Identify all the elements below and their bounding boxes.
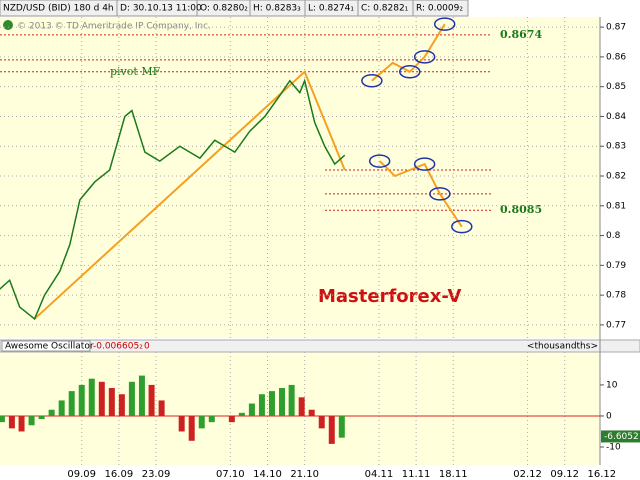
- x-tick-label: 09.12: [550, 469, 579, 480]
- readout: D: 30.10.13 11:00: [120, 4, 202, 14]
- copyright: © 2013 © TD Ameritrade IP Company, Inc.: [17, 22, 211, 32]
- oscillator-bar: [0, 415, 5, 423]
- target-marker: [413, 50, 436, 64]
- y-tick-label: 0.81: [606, 201, 626, 211]
- y-tick-label: 0.84: [606, 112, 626, 122]
- oscillator-bar: [58, 400, 65, 416]
- oscillator-bar: [298, 397, 305, 416]
- readout: L: 0.8274₁: [308, 4, 354, 14]
- x-tick-label: 04.11: [365, 469, 394, 480]
- x-tick-label: 21.10: [290, 469, 319, 480]
- indicator-title: Awesome Oscillator: [5, 342, 94, 352]
- x-tick-label: 11.11: [402, 469, 431, 480]
- y-tick-label: 0.85: [606, 82, 626, 92]
- oscillator-bar: [148, 384, 155, 416]
- last-value-box: [601, 430, 640, 443]
- oscillator-bar: [8, 415, 15, 429]
- oscillator-bar: [258, 394, 265, 416]
- annotation: Masterforex-V: [318, 286, 462, 307]
- x-tick-label: 16.09: [105, 469, 134, 480]
- x-tick-label: 23.09: [142, 469, 171, 480]
- oscillator-bar: [308, 409, 315, 416]
- price-line: [0, 78, 346, 321]
- target-marker: [413, 157, 436, 171]
- x-tick-label: 16.12: [588, 469, 617, 480]
- y-tick-label: 0.87: [606, 23, 626, 33]
- y-tick-label: 10: [606, 380, 618, 390]
- last-value-label: -6.6052: [604, 432, 639, 442]
- y-tick-label: 0: [606, 411, 612, 421]
- oscillator-bar: [248, 403, 255, 416]
- target-marker: [368, 154, 391, 168]
- x-tick-label: 14.10: [253, 469, 282, 480]
- readout: H: 0.8283₃: [253, 4, 301, 14]
- projection-line: [378, 160, 463, 228]
- oscillator-bar: [88, 378, 95, 416]
- oscillator-bar: [328, 415, 335, 444]
- target-marker: [399, 65, 421, 79]
- oscillator-bar: [178, 415, 185, 432]
- unit-label: <thousandths>: [527, 342, 598, 352]
- readout: O: 0.8280₂: [200, 4, 248, 14]
- y-tick-label: -10: [606, 442, 621, 452]
- readout: R: 0.0009₂: [416, 4, 463, 14]
- x-tick-label: 07.10: [216, 469, 245, 480]
- info-icon[interactable]: [3, 20, 13, 30]
- oscillator-bar: [48, 409, 55, 416]
- oscillator-bar: [288, 384, 295, 416]
- oscillator-header: [0, 339, 640, 353]
- oscillator-bar: [118, 394, 125, 416]
- oscillator-bar: [188, 415, 195, 441]
- indicator-box[interactable]: [1, 340, 91, 352]
- annotation: pivot MF: [110, 65, 161, 78]
- oscillator-bar: [18, 415, 25, 432]
- target-marker: [429, 187, 451, 201]
- x-tick-label: 02.12: [513, 469, 542, 480]
- trend-line: [33, 70, 346, 320]
- y-tick-label: 0.8: [606, 231, 621, 241]
- oscillator-bar: [268, 391, 275, 416]
- oscillator-bar: [138, 375, 145, 416]
- target-marker: [361, 73, 383, 88]
- oscillator-bar: [158, 400, 165, 416]
- toolbar: NZD/USD (BID) 180 d 4h D: 30.10.13 11:00…: [0, 0, 469, 17]
- oscillator-bar: [198, 415, 205, 429]
- oscillator-bar: [108, 388, 115, 416]
- price-panel: [0, 17, 600, 338]
- y-tick-label: 0.86: [606, 52, 626, 62]
- y-tick-label: 0.78: [606, 291, 626, 301]
- toolbar-cell: [412, 0, 469, 17]
- readout: C: 0.8282₁: [361, 4, 409, 14]
- oscillator-bar: [38, 415, 45, 420]
- target-marker: [451, 219, 473, 234]
- oscillator-bar: [28, 415, 35, 426]
- indicator-readout: 0: [144, 342, 150, 352]
- oscillator-bar: [238, 412, 245, 416]
- oscillator-bar: [228, 415, 235, 423]
- oscillator-bar: [278, 388, 285, 416]
- level-label: 0.8674: [500, 28, 542, 41]
- target-marker: [433, 17, 456, 31]
- projection-line: [371, 23, 446, 82]
- x-tick-label: 18.11: [439, 469, 468, 480]
- symbol: NZD/USD (BID) 180 d 4h: [3, 4, 114, 14]
- oscillator-bar: [208, 415, 215, 423]
- oscillator-bar: [128, 381, 135, 416]
- y-tick-label: 0.82: [606, 172, 626, 182]
- y-tick-label: 0.79: [606, 261, 626, 271]
- x-tick-label: 09.09: [67, 469, 96, 480]
- oscillator-bar: [98, 381, 105, 416]
- oscillator-bar: [318, 415, 325, 429]
- y-tick-label: 0.83: [606, 142, 626, 152]
- oscillator-bar: [78, 384, 85, 416]
- level-label: 0.8085: [500, 203, 542, 216]
- oscillator-bar: [68, 391, 75, 416]
- y-tick-label: 0.77: [606, 320, 626, 330]
- indicator-readout: -0.006605₂: [93, 342, 143, 352]
- oscillator-bar: [338, 415, 345, 438]
